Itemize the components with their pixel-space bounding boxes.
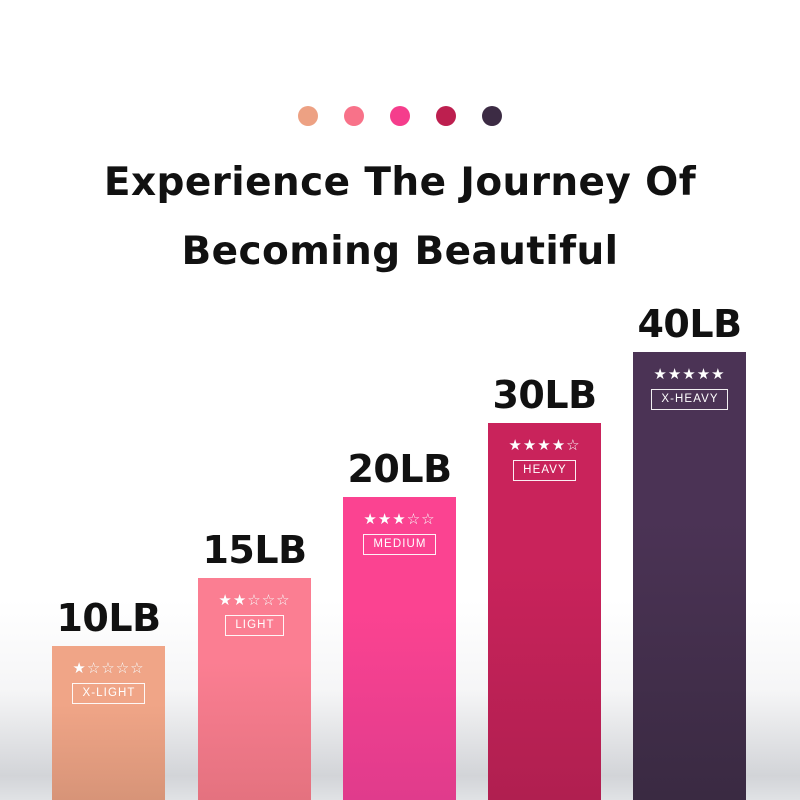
dot-heavy-icon bbox=[436, 106, 456, 126]
bar-badge-group: ★☆☆☆☆ X-LIGHT bbox=[52, 660, 165, 704]
bar-badge-group: ★★★★★ X-HEAVY bbox=[633, 366, 746, 410]
bar-body[interactable]: ★★★★☆ HEAVY bbox=[488, 423, 601, 800]
bar-badge-group: ★★★★☆ HEAVY bbox=[488, 437, 601, 481]
bar-column[interactable]: 30LB ★★★★☆ HEAVY bbox=[488, 375, 601, 800]
bar-weight-label: 40LB bbox=[637, 302, 742, 346]
bar-column[interactable]: 20LB ★★★☆☆ MEDIUM bbox=[343, 449, 456, 800]
star-rating-icon: ★★★★☆ bbox=[508, 437, 581, 454]
bar-body[interactable]: ★★★☆☆ MEDIUM bbox=[343, 497, 456, 800]
bar-badge-group: ★★☆☆☆ LIGHT bbox=[198, 592, 311, 636]
headline-line-2: Becoming Beautiful bbox=[181, 229, 619, 274]
bar-weight-label: 20LB bbox=[347, 447, 452, 491]
resistance-level-badge: MEDIUM bbox=[363, 534, 436, 555]
bar-weight-label: 10LB bbox=[56, 596, 161, 640]
bar-body[interactable]: ★★☆☆☆ LIGHT bbox=[198, 578, 311, 800]
bar-body[interactable]: ★☆☆☆☆ X-LIGHT bbox=[52, 646, 165, 800]
resistance-level-badge: X-LIGHT bbox=[72, 683, 145, 704]
resistance-level-badge: X-HEAVY bbox=[651, 389, 728, 410]
bar-column[interactable]: 15LB ★★☆☆☆ LIGHT bbox=[198, 530, 311, 800]
color-swatch-dots bbox=[0, 106, 800, 126]
page-title: Experience The Journey Of Becoming Beaut… bbox=[0, 148, 800, 286]
star-rating-icon: ★☆☆☆☆ bbox=[72, 660, 145, 677]
resistance-level-badge: HEAVY bbox=[513, 460, 576, 481]
star-rating-icon: ★★★☆☆ bbox=[363, 511, 436, 528]
star-rating-icon: ★★☆☆☆ bbox=[218, 592, 291, 609]
bar-badge-group: ★★★☆☆ MEDIUM bbox=[343, 511, 456, 555]
dot-x-heavy-icon bbox=[482, 106, 502, 126]
bar-column[interactable]: 40LB ★★★★★ X-HEAVY bbox=[633, 304, 746, 800]
headline-line-1: Experience The Journey Of bbox=[103, 160, 697, 205]
dot-x-light-icon bbox=[298, 106, 318, 126]
bar-weight-label: 15LB bbox=[202, 528, 307, 572]
resistance-level-badge: LIGHT bbox=[225, 615, 284, 636]
dot-medium-icon bbox=[390, 106, 410, 126]
dot-light-icon bbox=[344, 106, 364, 126]
bar-body[interactable]: ★★★★★ X-HEAVY bbox=[633, 352, 746, 800]
star-rating-icon: ★★★★★ bbox=[653, 366, 726, 383]
bar-weight-label: 30LB bbox=[492, 373, 597, 417]
bar-column[interactable]: 10LB ★☆☆☆☆ X-LIGHT bbox=[52, 598, 165, 800]
